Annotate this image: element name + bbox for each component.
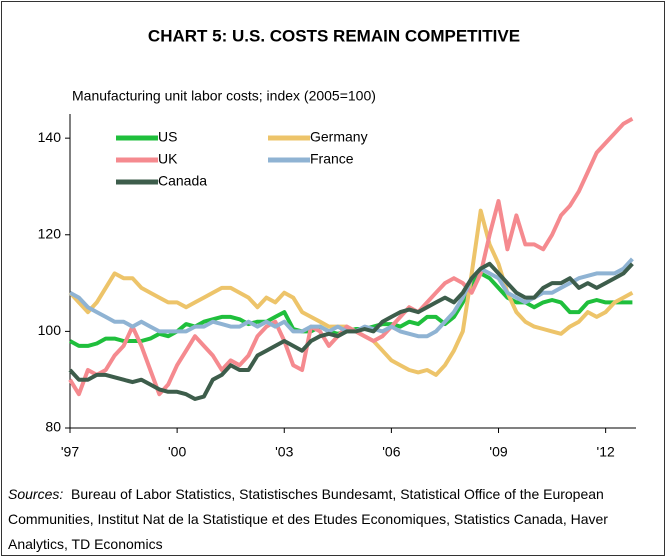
y-tick-label: 100 (38, 322, 62, 338)
x-tick-label: '09 (489, 444, 507, 460)
legend-label: Canada (158, 173, 207, 189)
series-line (68, 261, 634, 401)
series-line (69, 257, 634, 339)
x-tick-label: '97 (61, 444, 79, 460)
legend-label: France (310, 151, 354, 167)
legend-label: US (158, 129, 177, 145)
sources-label: Sources: (8, 486, 64, 502)
legend-label: Germany (310, 129, 368, 145)
chart-subtitle: Manufacturing unit labor costs; index (2… (72, 88, 376, 104)
y-tick-label: 140 (38, 129, 62, 145)
sources-text: Bureau of Labor Statistics, Statistische… (8, 486, 608, 552)
x-tick-label: '06 (382, 444, 400, 460)
y-tick-label: 120 (38, 225, 62, 241)
x-tick-label: '12 (597, 444, 615, 460)
sources: Sources: Bureau of Labor Statistics, Sta… (8, 482, 658, 557)
y-tick-label: 80 (45, 419, 61, 435)
legend-label: UK (158, 151, 178, 167)
chart-title: CHART 5: U.S. COSTS REMAIN COMPETITIVE (148, 26, 520, 45)
x-tick-label: '00 (168, 444, 186, 460)
x-tick-label: '03 (275, 444, 293, 460)
